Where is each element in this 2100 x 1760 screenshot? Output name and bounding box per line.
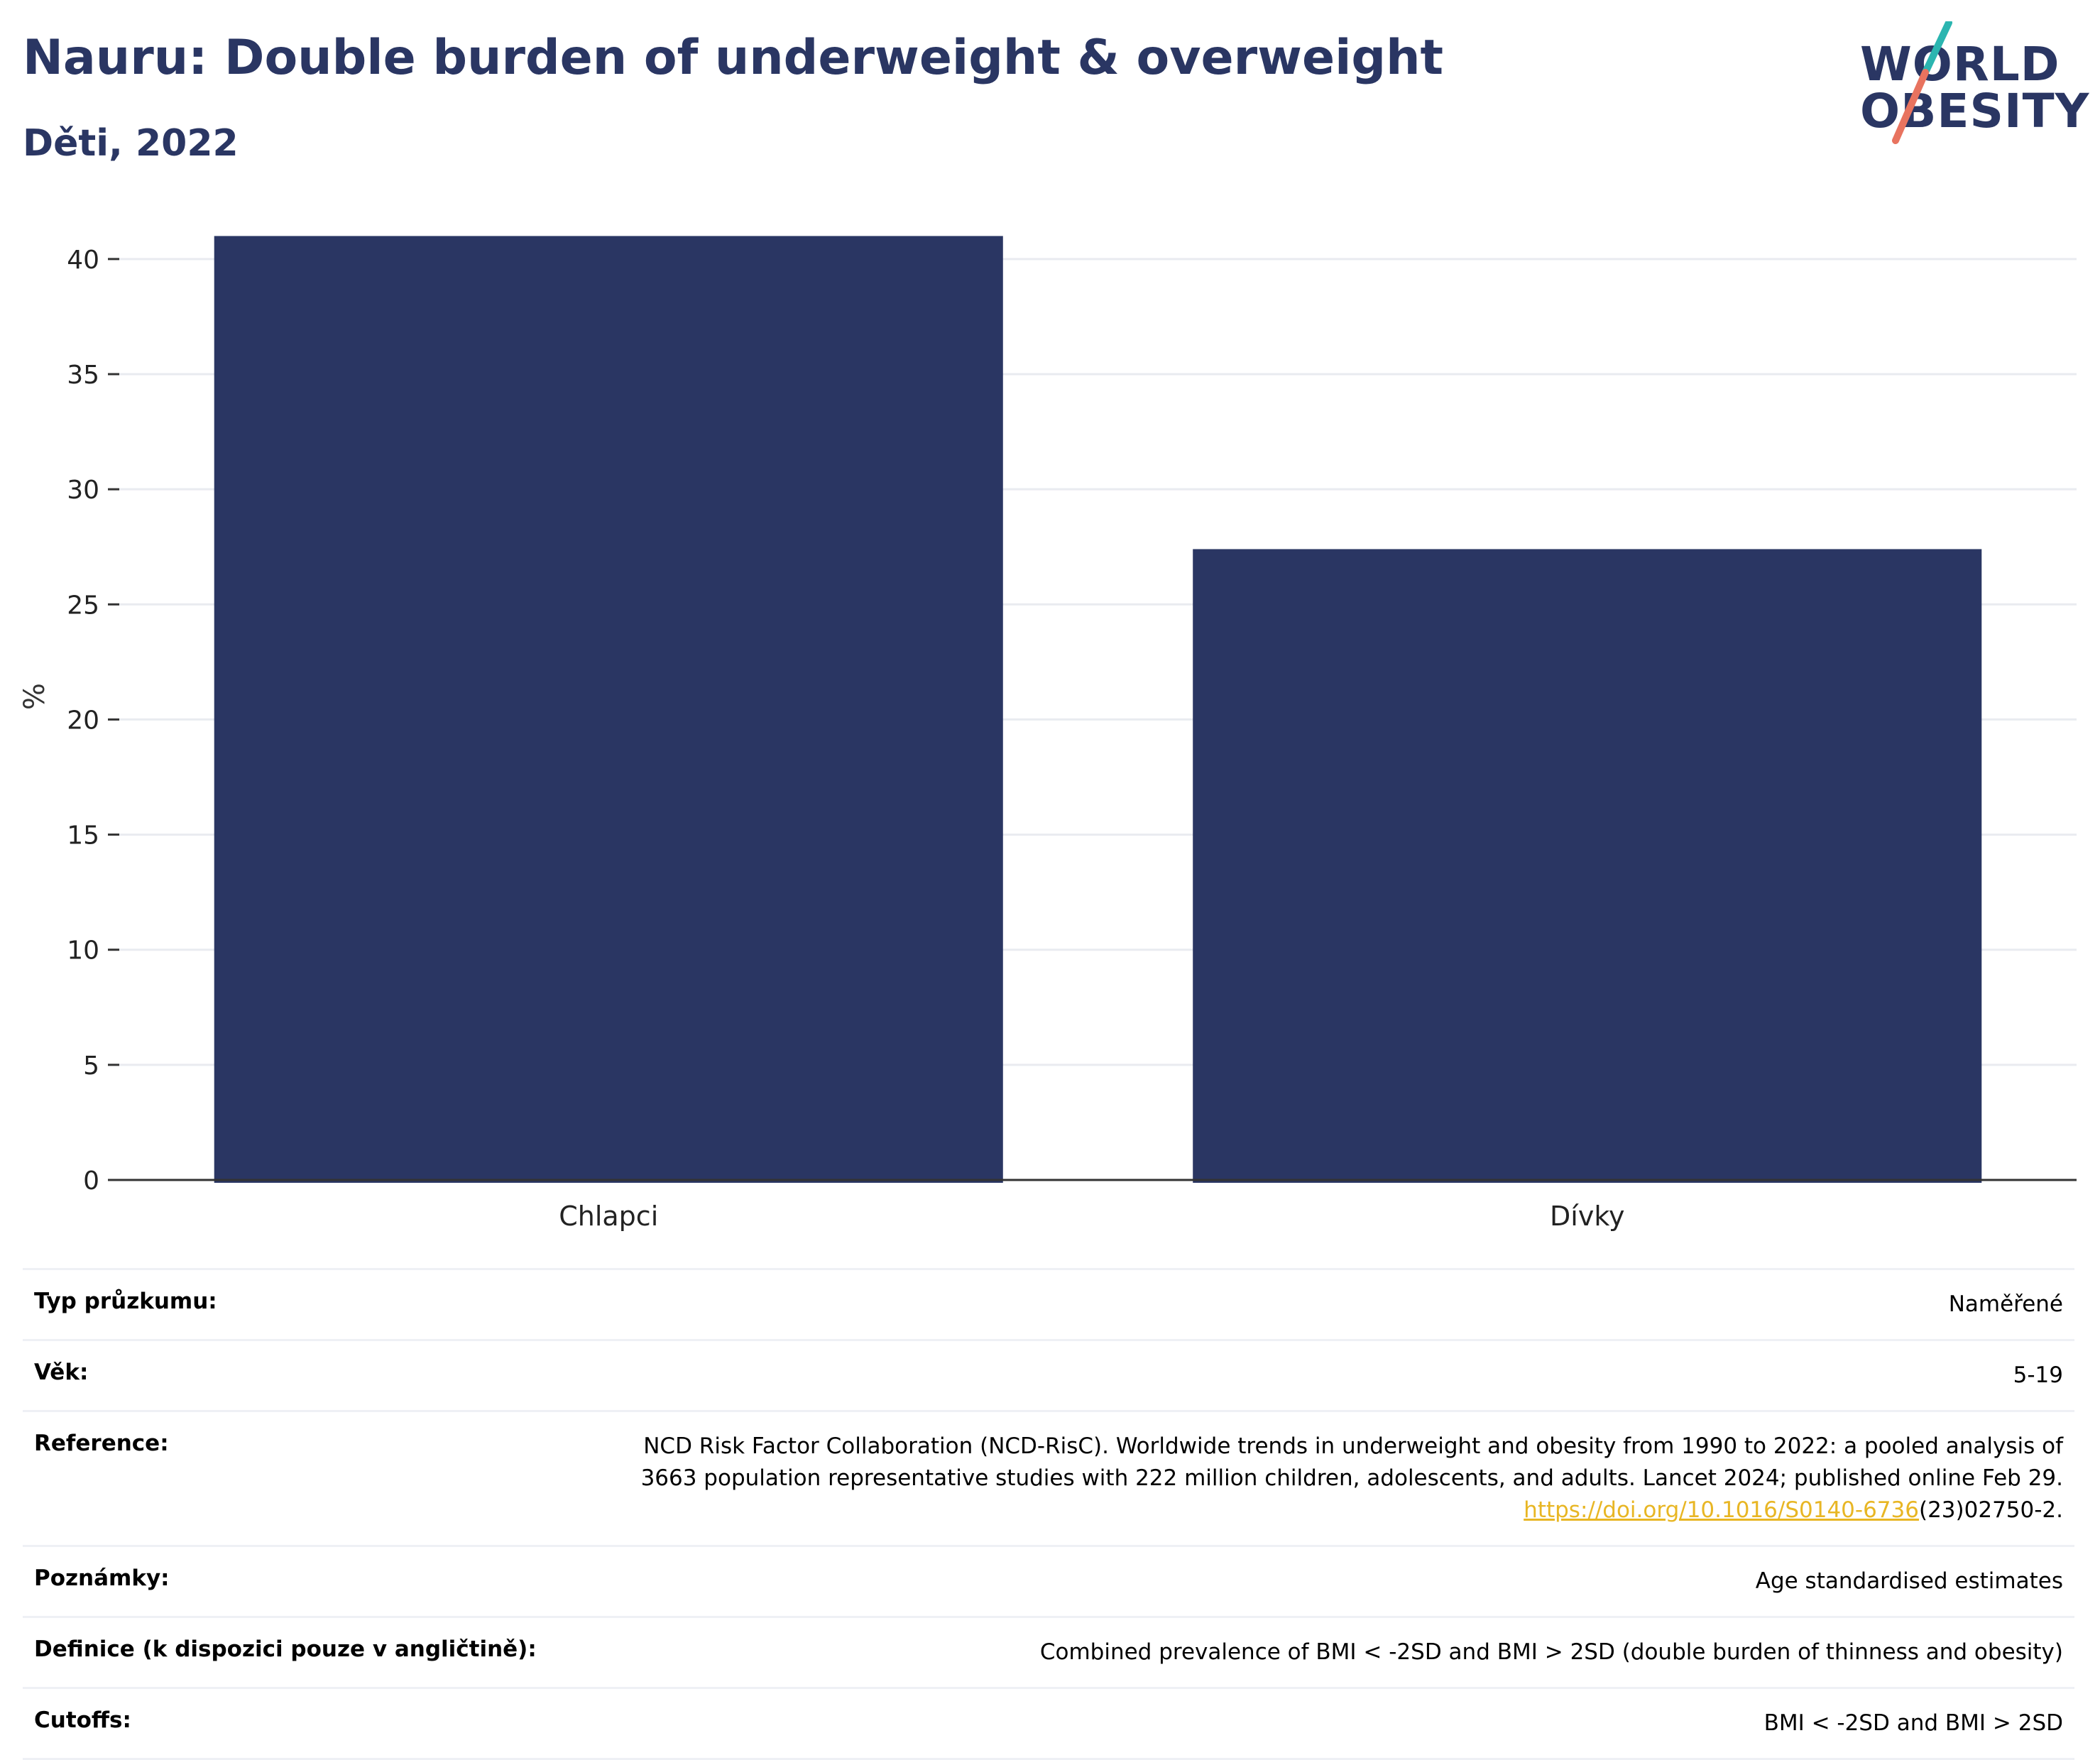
axes: 0 5 10 15 20 25 30 35 40 Chlapci Dívky — [67, 246, 2077, 1232]
bar-chlapci — [214, 236, 1003, 1183]
info-label: Věk: — [34, 1359, 89, 1385]
info-value: 5-19 — [2013, 1362, 2063, 1388]
info-value: NCD Risk Factor Collaboration (NCD-RisC)… — [641, 1431, 2063, 1526]
info-row-notes: Poznámky: Age standardised estimates — [23, 1544, 2074, 1616]
info-label: Poznámky: — [34, 1565, 170, 1591]
info-row-age: Věk: 5-19 — [23, 1338, 2074, 1410]
bars — [214, 236, 1982, 1183]
y-tick-label: 5 — [83, 1051, 99, 1081]
world-obesity-logo: WORLD OBESITY — [1846, 21, 2089, 149]
info-row-reference: Reference: NCD Risk Factor Collaboration… — [23, 1409, 2074, 1545]
y-tick-label: 0 — [83, 1166, 99, 1196]
reference-line-1: NCD Risk Factor Collaboration (NCD-RisC)… — [643, 1433, 2063, 1459]
y-axis-label: % — [18, 683, 51, 710]
info-label: Reference: — [34, 1430, 169, 1456]
y-tick-label: 10 — [67, 936, 99, 966]
metadata-table: Typ průzkumu: Naměřené Věk: 5-19 Referen… — [23, 1268, 2074, 1760]
info-label: Definice (k dispozici pouze v angličtině… — [34, 1636, 537, 1662]
info-value: Combined prevalence of BMI < -2SD and BM… — [1039, 1639, 2063, 1665]
info-value: Age standardised estimates — [1755, 1568, 2063, 1594]
info-value: BMI < -2SD and BMI > 2SD — [1763, 1710, 2063, 1736]
x-tick-label: Dívky — [1550, 1201, 1624, 1232]
info-row-definition: Definice (k dispozici pouze v angličtině… — [23, 1615, 2074, 1687]
logo-word-world: WORLD — [1860, 37, 2060, 92]
bar-chart: 0 5 10 15 20 25 30 35 40 Chlapci Dívky % — [18, 236, 2077, 1232]
reference-doi-link[interactable]: https://doi.org/10.1016/S0140-6736 — [1524, 1497, 1919, 1523]
chart-subtitle: Děti, 2022 — [23, 122, 239, 165]
logo-slash-icon — [1892, 21, 1952, 144]
info-value: Naměřené — [1948, 1291, 2063, 1317]
reference-doi-suffix: (23)02750-2. — [1918, 1497, 2063, 1523]
bar-dívky — [1193, 549, 1982, 1183]
y-tick-label: 15 — [67, 821, 99, 851]
info-label: Typ průzkumu: — [34, 1289, 217, 1314]
y-tick-label: 25 — [67, 591, 99, 620]
info-row-cutoffs: Cutoffs: BMI < -2SD and BMI > 2SD — [23, 1686, 2074, 1760]
y-tick-label: 30 — [67, 476, 99, 505]
info-row-survey-type: Typ průzkumu: Naměřené — [23, 1268, 2074, 1339]
reference-line-2: 3663 population representative studies w… — [640, 1465, 2063, 1491]
y-tick-label: 40 — [67, 246, 99, 275]
info-label: Cutoffs: — [34, 1707, 131, 1733]
y-tick-label: 35 — [67, 361, 99, 390]
x-tick-label: Chlapci — [559, 1201, 658, 1232]
chart-title: Nauru: Double burden of underweight & ov… — [23, 30, 1444, 86]
y-tick-label: 20 — [67, 706, 99, 735]
